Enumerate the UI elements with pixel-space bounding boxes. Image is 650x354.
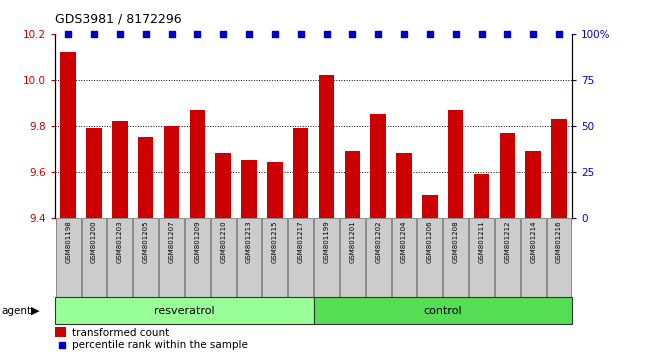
Point bbox=[114, 31, 125, 36]
Text: GSM801215: GSM801215 bbox=[272, 220, 278, 263]
Text: control: control bbox=[424, 306, 462, 316]
Bar bbox=[318, 75, 334, 218]
Text: GSM801212: GSM801212 bbox=[504, 220, 510, 263]
Point bbox=[166, 31, 177, 36]
Bar bbox=[133, 218, 158, 297]
Bar bbox=[185, 218, 210, 297]
Bar bbox=[55, 297, 313, 324]
Text: GSM801214: GSM801214 bbox=[530, 220, 536, 263]
Bar bbox=[417, 218, 442, 297]
Text: GSM801211: GSM801211 bbox=[478, 220, 484, 263]
Point bbox=[528, 31, 538, 36]
Bar bbox=[525, 151, 541, 218]
Text: GSM801201: GSM801201 bbox=[350, 220, 356, 263]
Bar bbox=[56, 218, 81, 297]
Text: GSM801217: GSM801217 bbox=[298, 220, 304, 263]
Text: GSM801216: GSM801216 bbox=[556, 220, 562, 263]
Text: GSM801206: GSM801206 bbox=[427, 220, 433, 263]
Text: GSM801200: GSM801200 bbox=[91, 220, 97, 263]
Bar bbox=[164, 126, 179, 218]
Point bbox=[554, 31, 564, 36]
Bar bbox=[314, 218, 339, 297]
Bar bbox=[112, 121, 127, 218]
Bar bbox=[469, 218, 494, 297]
Bar bbox=[495, 218, 520, 297]
Bar bbox=[86, 128, 102, 218]
Bar bbox=[60, 52, 76, 218]
Text: GSM801202: GSM801202 bbox=[375, 220, 381, 263]
Point bbox=[369, 286, 380, 291]
Text: ▶: ▶ bbox=[31, 306, 40, 316]
Text: GSM801199: GSM801199 bbox=[324, 220, 330, 263]
Bar bbox=[82, 218, 107, 297]
Text: GSM801208: GSM801208 bbox=[453, 220, 459, 263]
Text: resveratrol: resveratrol bbox=[154, 306, 214, 316]
Bar bbox=[215, 153, 231, 218]
Point bbox=[140, 31, 151, 36]
Bar bbox=[366, 218, 391, 297]
Bar bbox=[422, 195, 437, 218]
Bar bbox=[263, 218, 287, 297]
Bar bbox=[370, 114, 386, 218]
Bar bbox=[159, 218, 184, 297]
Bar bbox=[551, 119, 567, 218]
Text: GDS3981 / 8172296: GDS3981 / 8172296 bbox=[55, 13, 182, 25]
Bar bbox=[392, 218, 417, 297]
Point bbox=[192, 31, 203, 36]
Point bbox=[347, 31, 358, 36]
Text: percentile rank within the sample: percentile rank within the sample bbox=[72, 340, 248, 350]
Bar bbox=[211, 218, 235, 297]
Bar bbox=[313, 297, 572, 324]
Bar bbox=[267, 162, 283, 218]
Bar bbox=[547, 218, 571, 297]
Bar bbox=[396, 153, 412, 218]
Bar bbox=[241, 160, 257, 218]
Point bbox=[63, 31, 73, 36]
Point bbox=[296, 31, 306, 36]
Bar bbox=[293, 128, 309, 218]
Text: GSM801209: GSM801209 bbox=[194, 220, 200, 263]
Bar bbox=[474, 174, 489, 218]
Bar bbox=[521, 218, 545, 297]
Bar bbox=[55, 327, 66, 337]
Point bbox=[450, 31, 461, 36]
Bar bbox=[237, 218, 261, 297]
Point bbox=[321, 31, 332, 36]
Text: GSM801207: GSM801207 bbox=[168, 220, 174, 263]
Text: GSM801203: GSM801203 bbox=[117, 220, 123, 263]
Point bbox=[502, 31, 513, 36]
Bar bbox=[107, 218, 132, 297]
Bar bbox=[500, 133, 515, 218]
Bar bbox=[289, 218, 313, 297]
Point bbox=[270, 31, 280, 36]
Bar bbox=[138, 137, 153, 218]
Point bbox=[218, 31, 228, 36]
Point bbox=[244, 31, 254, 36]
Point bbox=[89, 31, 99, 36]
Text: transformed count: transformed count bbox=[72, 327, 170, 338]
Bar bbox=[344, 151, 360, 218]
Bar bbox=[190, 110, 205, 218]
Bar bbox=[443, 218, 468, 297]
Text: GSM801210: GSM801210 bbox=[220, 220, 226, 263]
Point bbox=[373, 31, 384, 36]
Bar bbox=[340, 218, 365, 297]
Point bbox=[476, 31, 487, 36]
Point bbox=[399, 31, 410, 36]
Bar bbox=[448, 110, 463, 218]
Text: agent: agent bbox=[1, 306, 31, 316]
Point bbox=[424, 31, 435, 36]
Text: GSM801213: GSM801213 bbox=[246, 220, 252, 263]
Text: GSM801198: GSM801198 bbox=[65, 220, 71, 263]
Text: GSM801205: GSM801205 bbox=[143, 220, 149, 263]
Text: GSM801204: GSM801204 bbox=[401, 220, 407, 263]
